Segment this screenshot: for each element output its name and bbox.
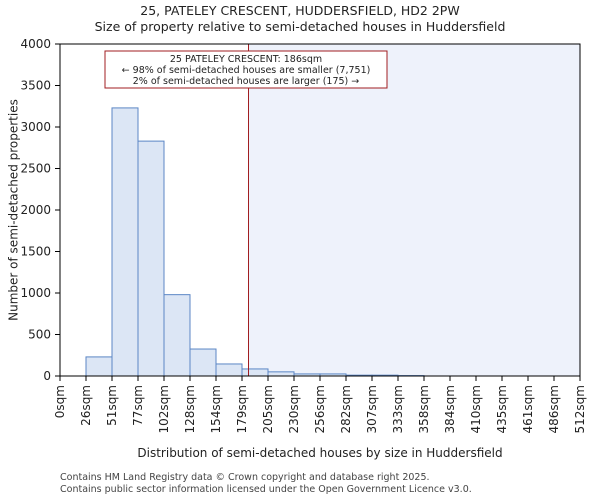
larger-region-shade: [248, 44, 580, 376]
y-tick-label: 3500: [20, 79, 51, 93]
x-tick-label: 307sqm: [365, 385, 379, 433]
histogram-bar: [85, 356, 113, 377]
x-tick-label: 0sqm: [53, 385, 67, 418]
y-tick-label: 0: [43, 369, 51, 383]
x-axis-label: Distribution of semi-detached houses by …: [137, 446, 502, 460]
x-tick-label: 333sqm: [391, 385, 405, 433]
x-tick-label: 435sqm: [495, 385, 509, 433]
x-tick-label: 512sqm: [573, 385, 587, 433]
x-tick-label: 256sqm: [313, 385, 327, 433]
x-tick-label: 26sqm: [79, 385, 93, 426]
histogram-bar: [189, 348, 217, 377]
x-tick-label: 102sqm: [157, 385, 171, 433]
x-tick-label: 384sqm: [443, 385, 457, 433]
chart-subtitle: Size of property relative to semi-detach…: [94, 19, 506, 34]
x-tick-label: 51sqm: [105, 385, 119, 426]
annotation-line-1: 25 PATELEY CRESCENT: 186sqm: [170, 54, 322, 65]
x-tick-label: 154sqm: [209, 385, 223, 433]
x-tick-label: 358sqm: [417, 385, 431, 433]
histogram-bar: [111, 107, 139, 377]
annotation-line-3: 2% of semi-detached houses are larger (1…: [133, 76, 360, 87]
histogram-bar: [241, 368, 269, 377]
y-tick-label: 500: [28, 328, 51, 342]
x-tick-label: 230sqm: [287, 385, 301, 433]
x-tick-label: 128sqm: [183, 385, 197, 433]
y-axis-label: Number of semi-detached properties: [7, 99, 21, 321]
histogram-bar: [163, 294, 191, 377]
chart-title: 25, PATELEY CRESCENT, HUDDERSFIELD, HD2 …: [140, 3, 460, 18]
y-tick-label: 2000: [20, 203, 51, 217]
histogram-bar: [215, 363, 243, 377]
footer-copyright: Contains HM Land Registry data © Crown c…: [60, 472, 430, 483]
x-tick-label: 282sqm: [339, 385, 353, 433]
y-tick-label: 3000: [20, 120, 51, 134]
footer-licence: Contains public sector information licen…: [60, 484, 472, 495]
x-tick-label: 461sqm: [521, 385, 535, 433]
histogram-bar: [267, 371, 295, 377]
annotation-box: 25 PATELEY CRESCENT: 186sqm ← 98% of sem…: [104, 50, 388, 89]
x-tick-label: 179sqm: [235, 385, 249, 433]
x-tick-label: 77sqm: [131, 385, 145, 426]
annotation-line-2: ← 98% of semi-detached houses are smalle…: [122, 65, 371, 76]
y-tick-label: 2500: [20, 162, 51, 176]
histogram-bar: [137, 140, 165, 377]
y-tick-label: 1000: [20, 286, 51, 300]
x-tick-label: 410sqm: [469, 385, 483, 433]
y-tick-label: 1500: [20, 245, 51, 259]
x-tick-label: 486sqm: [547, 385, 561, 433]
x-tick-label: 205sqm: [261, 385, 275, 433]
y-tick-label: 4000: [20, 37, 51, 51]
